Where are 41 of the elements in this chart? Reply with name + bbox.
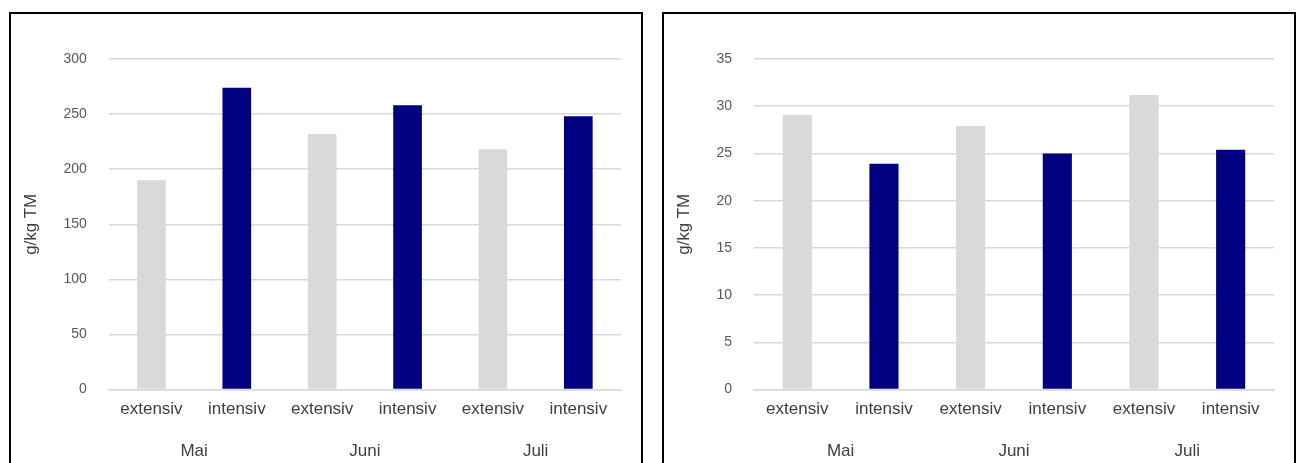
y-tick-label: 0: [78, 380, 87, 397]
y-tick-label: 50: [71, 325, 87, 342]
y-tick-label: 200: [63, 160, 87, 177]
x-tick-label: extensiv: [291, 399, 354, 419]
x-tick-label: intensiv: [855, 399, 914, 419]
x-tick-label: extensiv: [120, 399, 184, 419]
bar: [1042, 153, 1072, 389]
bar: [869, 163, 899, 389]
text: Mai: [826, 441, 855, 461]
x-tick-label: extensiv: [766, 399, 829, 419]
text: Juli: [1174, 441, 1201, 461]
bar: [222, 87, 252, 389]
y-tick-label: 20: [716, 191, 733, 208]
x-tick-label: extensiv: [461, 399, 525, 419]
bar: [1216, 149, 1246, 389]
x-tick-label: intensiv: [1201, 399, 1260, 419]
y-tick-label: 0: [724, 380, 733, 397]
text: Juni: [349, 441, 381, 461]
x-tick-label: intensiv: [208, 399, 267, 419]
x-tick-label: intensiv: [1028, 399, 1087, 419]
y-tick-label: 5: [724, 333, 733, 350]
x-tick-label: extensiv: [939, 399, 1003, 419]
y-tick-label: 30: [716, 97, 733, 114]
text: Mai: [180, 441, 208, 461]
y-tick-label: 150: [63, 215, 87, 232]
x-tick-label: extensiv: [1112, 399, 1176, 419]
y-tick-label: 35: [716, 49, 733, 66]
text: Juli: [522, 441, 549, 461]
bar: [563, 116, 593, 389]
x-tick-label: intensiv: [378, 399, 437, 419]
text: Juni: [998, 441, 1030, 461]
y-tick-label: 300: [63, 49, 87, 66]
x-tick-label: intensiv: [549, 399, 608, 419]
y-tick-label: 25: [716, 144, 733, 161]
bar: [393, 105, 422, 389]
y-tick-label: 100: [63, 270, 87, 287]
y-tick-label: 15: [716, 238, 733, 255]
y-tick-label: 10: [716, 286, 733, 302]
y-axis-title: g/kg TM: [673, 193, 693, 255]
y-tick-label: 250: [63, 104, 87, 121]
y-axis-title: g/kg TM: [20, 193, 40, 255]
